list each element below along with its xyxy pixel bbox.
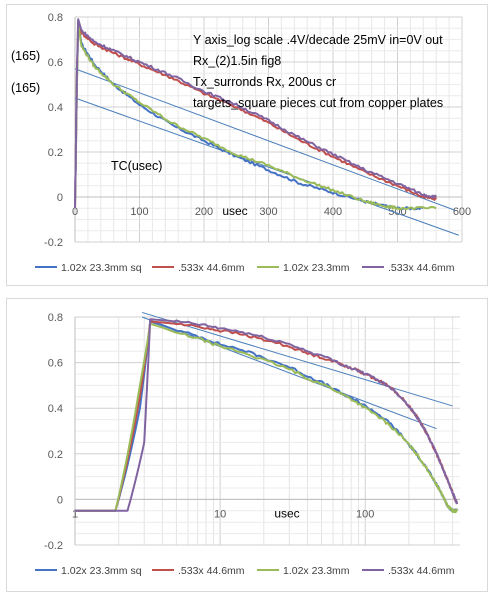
x-tick-label: 600 (453, 206, 471, 218)
chart-log-svg: 0.8 0.6 0.4 0.2 0 -0.2 1 10 100 usec 1.02x 23.3mm … (35, 311, 460, 577)
x-tick-label: 100 (130, 206, 148, 218)
chart-log-panel: 0.8 0.6 0.4 0.2 0 -0.2 1 10 100 usec 1.02x 23.3mm … (6, 298, 488, 592)
series-line (75, 318, 459, 512)
tc-label: TC(usec) (111, 159, 162, 173)
gridlines (74, 16, 463, 243)
x-tick-label: 0 (72, 206, 78, 218)
x-tick-label: 200 (195, 206, 213, 218)
annotation-text: targets_square pieces cut from copper pl… (193, 96, 443, 110)
reference-line (141, 316, 437, 430)
y-tick-label: 0.6 (48, 57, 63, 69)
series-line (74, 18, 438, 209)
reference-line (74, 68, 456, 211)
y-tick-label: 0.2 (48, 449, 63, 461)
y-tick-label: 0.2 (48, 147, 63, 159)
series-line (75, 322, 459, 514)
y-tick-label: -0.2 (44, 540, 63, 552)
legend-entry: .533x 44.6mm (178, 565, 245, 577)
legend-entry: 1.02x 23.3mm sq (61, 565, 142, 577)
legend-entry: .533x 44.6mm (388, 565, 455, 577)
legend-entry: 1.02x 23.3mm sq (61, 262, 142, 274)
x-axis-label: usec (222, 204, 247, 218)
x-tick-label: 400 (324, 206, 342, 218)
x-axis-label: usec (274, 506, 299, 520)
y-tick-label: 0 (57, 494, 63, 506)
x-tick-label: 300 (259, 206, 277, 218)
legend-entry: 1.02x 23.3mm (283, 565, 350, 577)
chart-linear-panel: 0.8 0.6 0.4 0.2 0 -0.2 0 100 200 300 400 500 600 usec… (6, 4, 488, 286)
series-line (74, 22, 437, 211)
reference-line (74, 97, 459, 236)
annotation-text: Tx_surronds Rx, 200us cr (193, 75, 336, 89)
marker-label-upper: (165) (11, 49, 40, 63)
y-tick-label: 0.6 (48, 358, 63, 370)
y-tick-label: 0 (57, 192, 63, 204)
y-tick-label: 0.4 (48, 403, 63, 415)
legend-entry: 1.02x 23.3mm (283, 262, 350, 274)
reference-line (141, 311, 453, 407)
annotation-text: Rx_(2)1.5in fig8 (193, 54, 281, 68)
x-tick-label: 100 (356, 508, 374, 520)
marker-label-lower: (165) (11, 81, 40, 95)
series-line (74, 20, 424, 211)
y-tick-label: 0.4 (48, 102, 63, 114)
y-tick-label: -0.2 (44, 237, 63, 249)
legend-entry: .533x 44.6mm (388, 262, 455, 274)
chart-linear-svg: 0.80.60.40.20-0.20 100 200 300 400 500 600usec… (11, 12, 471, 274)
annotation-text: Y axis_log scale .4V/decade 25mV in=0V o… (193, 33, 443, 47)
y-tick-label: 0.8 (48, 12, 63, 24)
x-tick-label: 10 (214, 508, 226, 520)
y-tick-label: 0.8 (48, 312, 63, 324)
legend-entry: .533x 44.6mm (178, 262, 245, 274)
x-tick-label: 1 (72, 508, 78, 520)
